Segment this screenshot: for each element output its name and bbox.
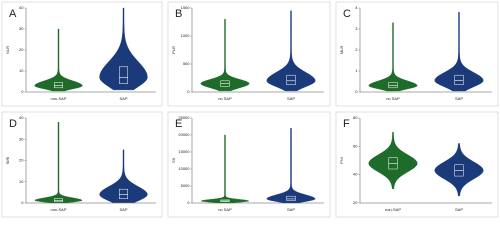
violin xyxy=(368,22,418,92)
y-axis-label: PLR xyxy=(171,46,176,54)
y-tick-label: 60 xyxy=(353,143,358,148)
panel-label: B xyxy=(175,8,182,20)
x-tick-label: non-SAP xyxy=(385,207,401,212)
panel-label: C xyxy=(343,8,351,20)
y-tick-label: 20 xyxy=(19,47,24,52)
panel-label: F xyxy=(343,118,350,130)
x-tick-label: no SAP xyxy=(218,207,232,212)
y-tick-label: 10 xyxy=(19,179,24,184)
y-tick-label: 1 xyxy=(355,68,358,73)
y-tick-label: 500 xyxy=(183,61,190,66)
violin xyxy=(34,122,83,203)
violin xyxy=(434,12,484,92)
y-tick-label: 40 xyxy=(353,172,358,177)
x-tick-label: non-SAP xyxy=(50,207,66,212)
panel-frame xyxy=(167,1,331,107)
box xyxy=(119,66,128,84)
violin xyxy=(200,134,250,204)
box xyxy=(286,195,296,201)
panel-frame xyxy=(167,111,331,218)
box xyxy=(454,74,464,85)
box xyxy=(286,74,296,85)
x-tick-label: SAP xyxy=(455,207,463,212)
y-tick-label: 25000 xyxy=(178,115,190,120)
x-tick-label: SAP xyxy=(119,207,127,212)
box xyxy=(54,82,63,89)
y-tick-label: 0 xyxy=(21,89,24,94)
y-tick-label: 20000 xyxy=(178,132,190,137)
y-axis-label: SII xyxy=(171,158,176,163)
x-tick-label: SAP xyxy=(287,96,295,101)
panel-frame xyxy=(335,1,499,107)
y-axis-label: PNI xyxy=(339,157,344,164)
x-tick-label: SAP xyxy=(455,96,463,101)
box xyxy=(388,82,398,89)
violin xyxy=(368,131,418,190)
y-tick-label: 4 xyxy=(355,5,358,10)
y-tick-label: 10 xyxy=(19,68,24,73)
y-tick-label: 20 xyxy=(353,200,358,205)
x-tick-label: no SAP xyxy=(218,96,232,101)
violin xyxy=(99,149,148,203)
violin xyxy=(200,19,250,92)
violin xyxy=(34,28,83,92)
panel-label: D xyxy=(9,118,17,130)
y-axis-label: SIRI xyxy=(5,157,10,165)
box xyxy=(54,198,63,202)
y-tick-label: 1500 xyxy=(181,5,191,10)
y-tick-label: 30 xyxy=(19,136,24,141)
y-tick-label: 0 xyxy=(355,89,358,94)
y-tick-label: 0 xyxy=(187,89,190,94)
y-tick-label: 5000 xyxy=(181,183,191,188)
violin xyxy=(266,10,316,92)
y-tick-label: 2 xyxy=(355,47,358,52)
violin xyxy=(434,143,484,197)
box xyxy=(119,188,128,199)
y-tick-label: 20 xyxy=(19,158,24,163)
y-tick-label: 0 xyxy=(187,200,190,205)
panel-label: E xyxy=(175,118,182,130)
panel-label: A xyxy=(9,8,17,20)
y-tick-label: 80 xyxy=(353,115,358,120)
violin xyxy=(266,127,316,204)
x-tick-label: SAP xyxy=(119,96,127,101)
x-tick-label: no SAP xyxy=(386,96,400,101)
y-tick-label: 1000 xyxy=(181,33,191,38)
x-tick-label: SAP xyxy=(287,207,295,212)
y-tick-label: 3 xyxy=(355,26,358,31)
y-tick-label: 40 xyxy=(19,5,24,10)
y-tick-label: 0 xyxy=(21,200,24,205)
y-tick-label: 10000 xyxy=(178,166,190,171)
y-axis-label: MLR xyxy=(339,46,344,55)
x-tick-label: non-SAP xyxy=(50,96,66,101)
y-tick-label: 30 xyxy=(19,26,24,31)
y-tick-label: 15000 xyxy=(178,149,190,154)
y-axis-label: NLR xyxy=(5,46,10,54)
y-tick-label: 40 xyxy=(19,115,24,120)
violin xyxy=(99,7,148,91)
